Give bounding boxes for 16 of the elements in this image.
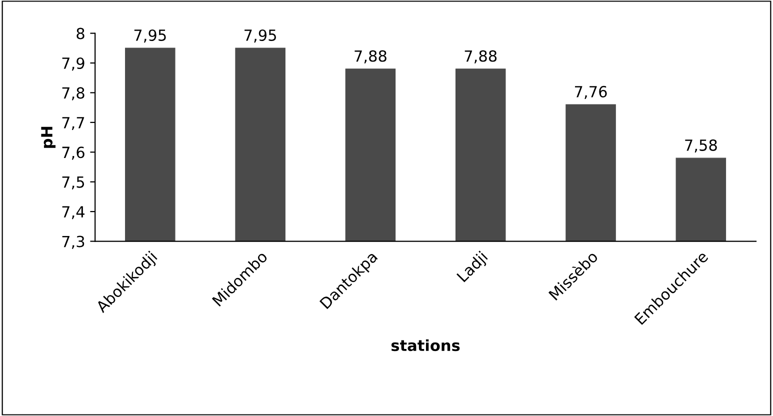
y-tick-label: 7,6 (62, 146, 84, 160)
data-label: 7,88 (354, 50, 386, 64)
y-axis-title: pH (41, 126, 56, 148)
y-tick-label: 7,7 (62, 117, 84, 130)
y-tick-label: 8 (76, 28, 84, 40)
y-tick-label: 7,3 (62, 236, 84, 249)
y-tick-label: 7,4 (62, 206, 84, 220)
data-label: 7,95 (244, 29, 276, 43)
data-label: 7,58 (685, 139, 717, 153)
data-label: 7,95 (134, 29, 166, 43)
data-label: 7,76 (575, 86, 607, 100)
y-tick-label: 7,8 (62, 87, 84, 100)
data-label: 7,88 (464, 50, 497, 64)
y-tick-label: 7,5 (62, 176, 84, 190)
y-tick-label: 7,9 (62, 57, 84, 71)
x-axis-title: stations (391, 339, 460, 352)
